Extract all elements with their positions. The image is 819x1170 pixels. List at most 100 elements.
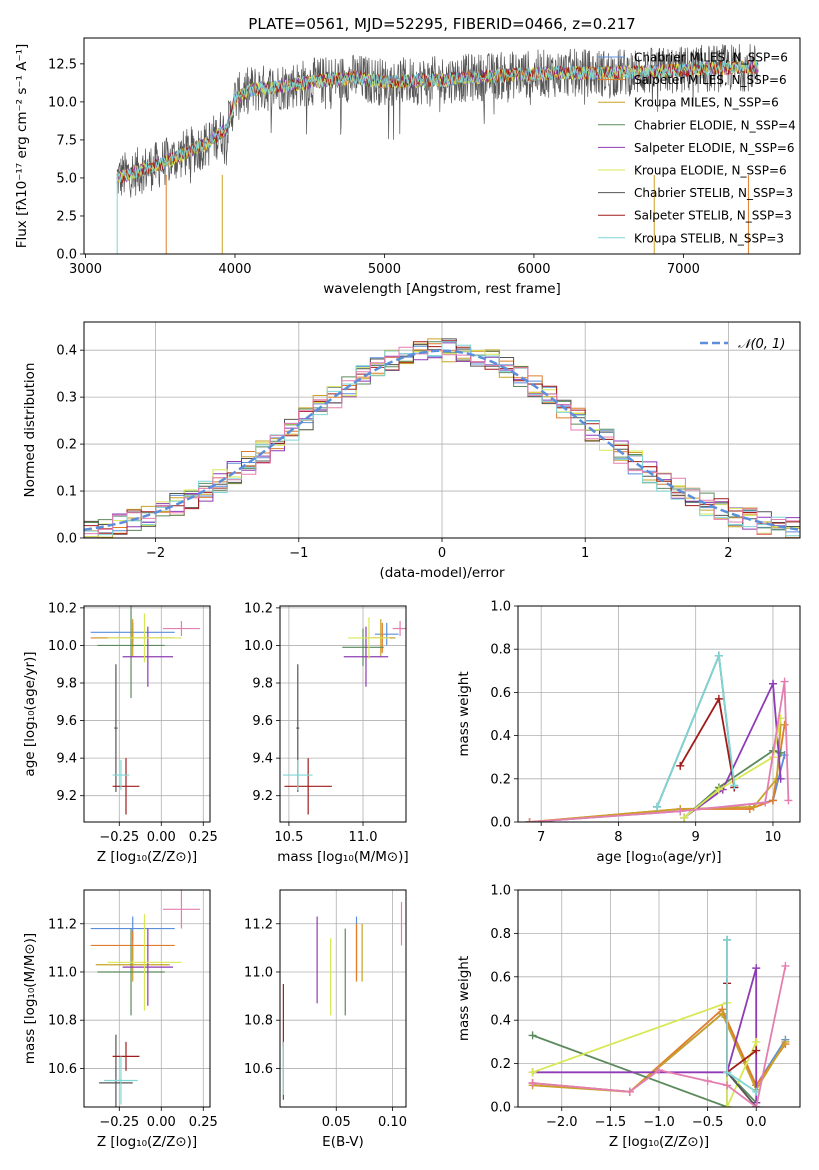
data-point-marker xyxy=(703,1076,712,1085)
series-line xyxy=(529,754,786,822)
x-tick-label: 0.25 xyxy=(189,830,218,845)
legend-entry: Chabrier ELODIE, N_SSP=4 xyxy=(634,118,796,132)
plot-frame xyxy=(517,605,801,823)
y-tick-label: 0.0 xyxy=(490,816,511,831)
legend: 𝒩(0, 1) xyxy=(700,337,785,352)
y-tick-label: 9.4 xyxy=(252,752,273,767)
x-axis-label: Z [log₁₀(Z/Z⊙)] xyxy=(97,1134,197,1150)
data-point-marker xyxy=(653,802,662,811)
y-axis-label: age [log₁₀(age/yr)] xyxy=(22,651,38,776)
data-point-marker xyxy=(768,679,777,688)
data-point-marker xyxy=(528,1031,537,1040)
y-tick-label: 0.0 xyxy=(56,248,77,263)
y-tick-label: 2.5 xyxy=(56,209,77,224)
y-tick-label: 0.6 xyxy=(490,970,511,985)
series-line xyxy=(532,1001,758,1107)
y-tick-label: 0.2 xyxy=(56,438,77,453)
y-tick-label: 9.6 xyxy=(56,714,77,729)
data-point-marker xyxy=(625,1087,634,1096)
y-tick-label: 9.2 xyxy=(252,789,273,804)
y-tick-label: 10.0 xyxy=(48,95,77,110)
x-tick-label: 9 xyxy=(692,830,700,845)
data-point-marker xyxy=(714,785,723,794)
legend: Chabrier MILES, N_SSP=6 Salpeter MILES, N… xyxy=(598,51,796,245)
histogram-series xyxy=(84,346,800,535)
y-tick-label: 11.2 xyxy=(48,917,77,932)
data-point-marker xyxy=(780,677,789,686)
axes-age_vs_mass: 10.5 11.0 9.2 9.4 9.6 9.8 10.0 10.2 mass [log₁₀(… xyxy=(244,601,409,865)
x-tick-label: 0.25 xyxy=(189,1115,218,1130)
y-tick-label: 0.3 xyxy=(56,391,77,406)
normal-reference-curve xyxy=(84,349,800,532)
x-tick-label: −0.25 xyxy=(99,1115,139,1130)
data-point-marker xyxy=(761,798,770,807)
data-point-marker xyxy=(730,781,739,790)
points xyxy=(282,617,406,815)
x-tick-label: 10.5 xyxy=(274,830,303,845)
x-tick-label: 0.00 xyxy=(147,830,176,845)
points xyxy=(90,606,200,815)
x-tick-label: 0.0 xyxy=(746,1115,767,1130)
y-axis-label: mass weight xyxy=(456,671,472,756)
y-tick-label: 1.0 xyxy=(490,884,511,899)
x-axis-label: age [log₁₀(age/yr)] xyxy=(596,849,721,865)
data-point-marker xyxy=(723,1081,732,1090)
y-tick-label: 1.0 xyxy=(490,600,511,615)
data-point-marker xyxy=(714,651,723,660)
x-tick-label: 10 xyxy=(765,830,782,845)
legend-entry: Kroupa ELODIE, N_SSP=6 xyxy=(634,164,787,178)
data-point-marker xyxy=(655,1066,663,1075)
y-tick-label: 11.0 xyxy=(48,965,77,980)
y-tick-label: 7.5 xyxy=(56,133,77,148)
points xyxy=(282,902,403,1100)
data-point-marker xyxy=(525,818,534,822)
y-tick-label: 0.0 xyxy=(56,532,77,547)
data-point-marker xyxy=(723,935,732,944)
y-tick-label: 10.2 xyxy=(48,601,77,616)
data-point-marker xyxy=(752,1046,761,1055)
spectrum-series-line xyxy=(116,59,759,183)
histograms xyxy=(84,338,800,538)
axes-mass_vs_ebv: 0.05 0.10 10.6 10.8 11.0 11.2 E(B-V) xyxy=(244,889,407,1150)
x-tick-label: 7000 xyxy=(667,262,700,277)
legend-entry: Salpeter ELODIE, N_SSP=6 xyxy=(634,141,795,155)
y-tick-label: 10.2 xyxy=(244,601,273,616)
y-tick-label: 0.1 xyxy=(56,485,77,500)
legend-entry: 𝒩(0, 1) xyxy=(738,337,785,352)
x-tick-label: 5000 xyxy=(368,262,401,277)
x-axis-label: Z [log₁₀(Z/Z⊙)] xyxy=(97,849,197,865)
x-tick-label: 6000 xyxy=(517,262,550,277)
data-point-marker xyxy=(752,1037,761,1046)
series-lines xyxy=(525,651,793,822)
x-axis-label: wavelength [Angstrom, rest frame] xyxy=(323,281,561,297)
y-axis-label: Normed distribution xyxy=(22,363,38,498)
x-tick-label: 3000 xyxy=(69,262,102,277)
x-axis-label: Z [log₁₀(Z/Z⊙)] xyxy=(609,1134,709,1150)
y-tick-label: 10.0 xyxy=(48,639,77,654)
x-tick-label: 0.10 xyxy=(378,1115,407,1130)
data-point-marker xyxy=(528,1068,537,1077)
data-point-marker xyxy=(723,1103,732,1107)
plot-frame xyxy=(83,37,801,255)
x-tick-label: 8 xyxy=(614,830,622,845)
y-tick-label: 12.5 xyxy=(48,57,77,72)
x-tick-label: 11.0 xyxy=(349,830,378,845)
x-tick-label: 2 xyxy=(724,546,732,561)
y-tick-label: 9.8 xyxy=(252,677,273,692)
data-point-marker xyxy=(680,813,689,822)
data-point-marker xyxy=(776,774,785,783)
x-tick-label: −1.5 xyxy=(595,1115,627,1130)
data-point-marker xyxy=(752,1103,761,1107)
x-tick-label: 7 xyxy=(537,830,545,845)
x-tick-label: 0.05 xyxy=(322,1115,351,1130)
x-tick-label: −1 xyxy=(289,546,308,561)
y-axis-label: mass [log₁₀(M/M⊙)] xyxy=(22,933,38,1064)
y-tick-label: 10.8 xyxy=(48,1014,77,1029)
x-axis-label: (data-model)/error xyxy=(379,565,505,581)
data-point-marker xyxy=(781,961,790,970)
spectrum-series-line xyxy=(116,59,759,184)
axes-spectrum: 3000 4000 5000 6000 7000 0.0 2.5 5.0 7.5 10.0 12.5… xyxy=(14,37,801,297)
axes-age_vs_Z: −0.25 0.00 0.25 9.2 9.4 9.6 9.8 10.0 10.2 Z [log₁… xyxy=(22,601,218,865)
x-tick-label: −2 xyxy=(146,546,165,561)
